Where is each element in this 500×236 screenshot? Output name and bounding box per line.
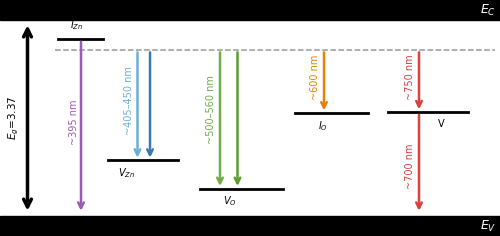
- Text: ~750 nm: ~750 nm: [405, 55, 415, 100]
- Text: ~405–450 nm: ~405–450 nm: [124, 66, 134, 135]
- Bar: [0, 216, 500, 236]
- Text: $E_g$=3.37: $E_g$=3.37: [7, 96, 21, 140]
- Text: ~500–560 nm: ~500–560 nm: [206, 75, 216, 144]
- Text: $E_C$: $E_C$: [480, 3, 496, 17]
- Text: ~395 nm: ~395 nm: [69, 100, 79, 145]
- Bar: [0, 0, 500, 20]
- Text: ~600 nm: ~600 nm: [310, 55, 320, 100]
- Text: $V_O$: $V_O$: [223, 195, 237, 208]
- Text: $E_V$: $E_V$: [480, 219, 496, 233]
- Text: ~700 nm: ~700 nm: [405, 144, 415, 189]
- Text: $I_{Zn}$: $I_{Zn}$: [70, 18, 84, 32]
- Text: $V_{Zn}$: $V_{Zn}$: [118, 166, 134, 180]
- Text: $I_O$: $I_O$: [318, 120, 328, 133]
- Text: V: V: [438, 119, 444, 129]
